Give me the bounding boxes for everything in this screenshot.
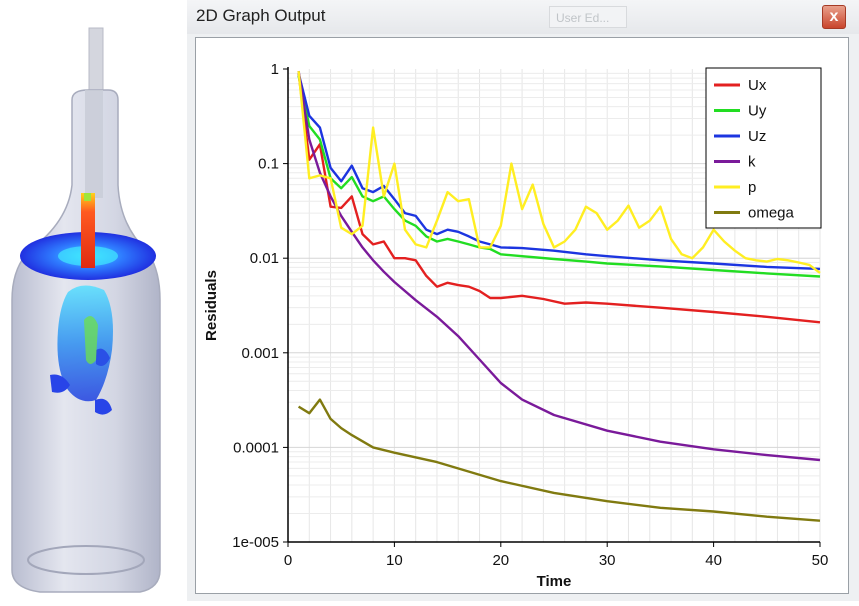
x-tick-label: 0 <box>284 552 292 569</box>
y-tick-label: 0.001 <box>241 345 279 362</box>
background-tab: User Ed... <box>549 6 627 28</box>
y-tick-label: 0.0001 <box>233 439 279 456</box>
x-tick-label: 10 <box>386 552 403 569</box>
x-tick-label: 40 <box>705 552 722 569</box>
series-line-omega <box>297 398 821 522</box>
legend-label-p: p <box>748 179 756 196</box>
legend-label-Uz: Uz <box>748 128 766 145</box>
series-line-Uz <box>297 73 821 271</box>
residuals-chart: 0 10 20 30 40 50 1 0.1 0.01 0.001 0.0001 1e-005 Tim… <box>203 61 828 590</box>
series-lines <box>297 70 821 522</box>
window-titlebar[interactable]: 2D Graph Output User Ed... x <box>187 0 859 34</box>
legend: Ux Uy Uz kp omega <box>705 67 822 229</box>
legend-box <box>705 67 822 229</box>
y-tick-label: 0.1 <box>258 156 279 173</box>
bottle-render-view <box>0 0 173 601</box>
x-tick-label: 20 <box>492 552 509 569</box>
y-tick-label: 0.01 <box>250 250 279 267</box>
legend-label-Ux: Ux <box>748 77 767 94</box>
tick-labels: 0 10 20 30 40 50 1 0.1 0.01 0.001 0.0001 1e-005 <box>232 61 828 569</box>
axes <box>287 67 820 543</box>
x-tick-label: 50 <box>812 552 829 569</box>
y-axis-title: Residuals <box>203 270 220 341</box>
close-button[interactable]: x <box>822 5 846 29</box>
legend-label-k: k <box>748 154 756 171</box>
series-line-p <box>297 70 821 274</box>
series-line-Uy <box>297 75 821 278</box>
window-title: 2D Graph Output <box>196 6 326 25</box>
x-tick-label: 30 <box>599 552 616 569</box>
bottle-flow-render-icon <box>0 0 173 601</box>
series-line-Ux <box>297 73 821 324</box>
plot-area: 0 10 20 30 40 50 1 0.1 0.01 0.001 0.0001 1e-005 Tim… <box>195 37 849 594</box>
graph-output-window: 2D Graph Output User Ed... x 0 10 20 30 40 50… <box>187 0 859 601</box>
legend-label-omega: omega <box>748 205 795 222</box>
legend-label-Uy: Uy <box>748 103 767 120</box>
x-axis-title: Time <box>537 573 572 590</box>
y-tick-label: 1 <box>271 61 279 78</box>
y-tick-label: 1e-005 <box>232 534 279 551</box>
